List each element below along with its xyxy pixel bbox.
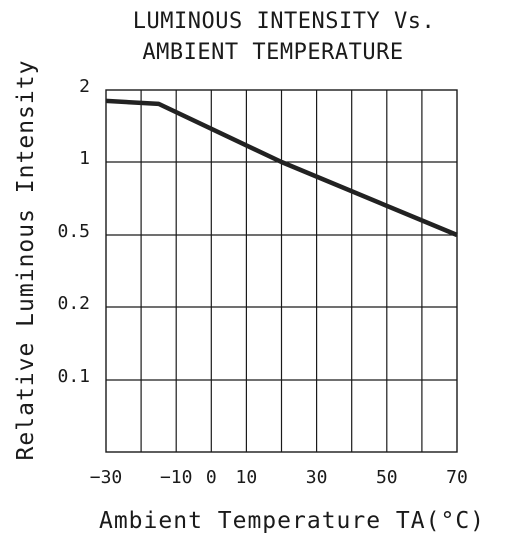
y-tick-label: 2 <box>79 76 90 97</box>
x-tick-label: 50 <box>376 467 398 488</box>
chart-title-line1: LUMINOUS INTENSITY Vs. <box>133 9 435 34</box>
x-axis-label: Ambient Temperature TA(°C) <box>99 508 485 534</box>
y-axis-label: Relative Luminous Intensity <box>13 60 39 461</box>
plot-frame <box>105 89 458 453</box>
x-tick-label: −30 <box>90 467 123 488</box>
chart-title-line2: AMBIENT TEMPERATURE <box>142 40 403 65</box>
series-line <box>105 98 458 238</box>
y-tick-label: 0.5 <box>57 221 90 242</box>
x-tick-label: 70 <box>446 467 468 488</box>
y-tick-label: 0.2 <box>57 293 90 314</box>
x-tick-label: −10 <box>160 467 193 488</box>
x-tick-label: 0 <box>206 467 217 488</box>
x-tick-label: 10 <box>236 467 258 488</box>
horizontal-gridlines <box>106 161 457 381</box>
y-tick-label: 1 <box>79 148 90 169</box>
y-tick-label: 0.1 <box>57 366 90 387</box>
x-tick-label: 30 <box>306 467 328 488</box>
vertical-gridlines <box>140 90 423 452</box>
x-tick-labels: −30 −10 0 10 30 50 70 <box>90 467 468 488</box>
y-tick-labels: 2 1 0.5 0.2 0.1 <box>57 76 90 387</box>
